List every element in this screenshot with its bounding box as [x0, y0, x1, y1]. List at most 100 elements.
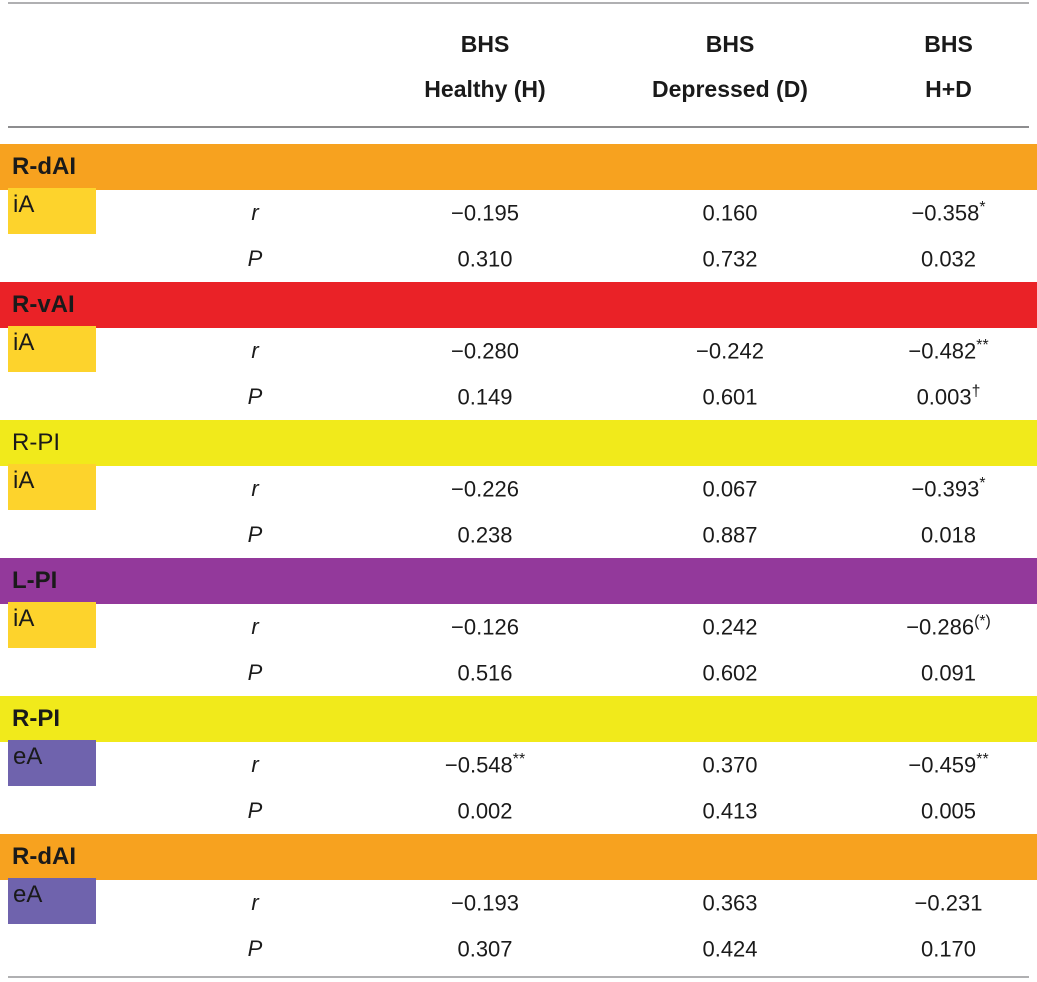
stat-label-p: P [247, 798, 263, 823]
seed-chip-ia: iA [8, 326, 96, 372]
value-cell: 0.602 [702, 660, 758, 686]
region-label: R-dAI [12, 153, 76, 180]
bottom-rule [8, 976, 1029, 978]
section-rows: iA r −0.126 0.242 −0.286(*) P 0.516 0.60… [0, 602, 1037, 696]
value-cell: 0.310 [457, 246, 513, 272]
region-label: R-dAI [12, 843, 76, 870]
value-cell: 0.887 [702, 522, 758, 548]
value-cell: −0.393* [911, 475, 986, 502]
p-row: P 0.149 0.601 0.003† [0, 374, 1037, 420]
region-label: R-PI [12, 705, 60, 732]
section-rows: eA r −0.548** 0.370 −0.459** P 0.002 0.4… [0, 740, 1037, 834]
table-header: BHS Healthy (H) BHS Depressed (D) BHS H+… [0, 4, 1037, 126]
value-cell: 0.091 [920, 660, 977, 686]
value-cell: 0.149 [457, 384, 513, 410]
section-rows: iA r −0.226 0.067 −0.393* P 0.238 0.887 … [0, 464, 1037, 558]
column-header-bhs-healthy: BHS Healthy (H) [370, 22, 600, 112]
stat-label-p: P [247, 660, 263, 685]
column-header-line2: Healthy (H) [424, 76, 546, 102]
section-rows: eA r −0.193 0.363 −0.231 P 0.307 0.424 0… [0, 878, 1037, 972]
section-r-vai-ia: R-vAI iA r −0.280 −0.242 −0.482** P 0.14… [0, 282, 1037, 420]
value-cell: −0.286(*) [906, 613, 991, 640]
value-cell: 0.732 [702, 246, 758, 272]
value-cell: 0.242 [702, 614, 758, 640]
stat-label-r: r [251, 890, 259, 915]
p-row: P 0.310 0.732 0.032 [0, 236, 1037, 282]
value-cell: 0.018 [920, 522, 977, 548]
value-cell: 0.170 [920, 936, 977, 962]
seed-chip-ia: iA [8, 602, 96, 648]
value-cell: −0.195 [451, 200, 519, 226]
value-cell: 0.601 [702, 384, 758, 410]
stat-label-r: r [251, 338, 259, 363]
value-cell: −0.459** [908, 751, 989, 778]
region-label: R-PI [12, 429, 60, 456]
significance-mark: ** [976, 337, 989, 355]
value-cell: 0.363 [702, 890, 758, 916]
value-cell: −0.231 [914, 890, 983, 916]
section-l-pi-ia: L-PI iA r −0.126 0.242 −0.286(*) P 0.516 [0, 558, 1037, 696]
region-band: R-dAI [0, 144, 1037, 190]
stat-label-p: P [247, 522, 263, 547]
value-cell: −0.126 [451, 614, 519, 640]
seed-chip-label: eA [13, 881, 43, 908]
region-band: R-PI [0, 420, 1037, 466]
seed-chip-ia: iA [8, 188, 96, 234]
seed-chip-ea: eA [8, 878, 96, 924]
significance-mark: * [979, 475, 986, 493]
column-header-line1: BHS [460, 31, 510, 57]
section-r-pi-ia: R-PI iA r −0.226 0.067 −0.393* P 0.238 [0, 420, 1037, 558]
column-header-line2: H+D [925, 76, 972, 102]
section-r-dai-ea: R-dAI eA r −0.193 0.363 −0.231 P 0.307 [0, 834, 1037, 972]
value-cell: 0.067 [702, 476, 758, 502]
seed-chip-label: iA [13, 467, 35, 494]
value-cell: 0.160 [702, 200, 758, 226]
table-body: R-dAI iA r −0.195 0.160 −0.358* P 0.310 [0, 144, 1037, 972]
p-row: P 0.002 0.413 0.005 [0, 788, 1037, 834]
region-band: L-PI [0, 558, 1037, 604]
significance-mark: ** [512, 751, 526, 769]
value-cell: 0.238 [457, 522, 513, 548]
value-cell: 0.002 [457, 798, 513, 824]
seed-chip-label: iA [13, 329, 35, 356]
value-cell: 0.032 [920, 246, 977, 272]
value-cell: −0.242 [696, 338, 764, 364]
seed-chip-ia: iA [8, 464, 96, 510]
value-cell: 0.307 [457, 936, 513, 962]
significance-mark: * [979, 199, 986, 217]
value-cell: 0.413 [702, 798, 758, 824]
value-cell: 0.003† [916, 383, 981, 410]
r-row: r −0.548** 0.370 −0.459** [0, 742, 1037, 788]
stat-label-r: r [251, 614, 259, 639]
stat-label-r: r [251, 476, 259, 501]
value-cell: −0.226 [451, 476, 519, 502]
header-spacer [140, 22, 370, 112]
r-row: r −0.226 0.067 −0.393* [0, 466, 1037, 512]
column-header-bhs-depressed: BHS Depressed (D) [600, 22, 860, 112]
stat-label-p: P [247, 384, 263, 409]
section-r-dai-ia: R-dAI iA r −0.195 0.160 −0.358* P 0.310 [0, 144, 1037, 282]
region-band: R-vAI [0, 282, 1037, 328]
stat-label-r: r [251, 200, 259, 225]
seed-chip-ea: eA [8, 740, 96, 786]
header-divider-rule [8, 126, 1029, 128]
seed-chip-label: iA [13, 191, 35, 218]
region-band: R-PI [0, 696, 1037, 742]
significance-mark: ** [976, 751, 989, 769]
stat-label-p: P [247, 246, 263, 271]
value-cell: −0.548** [444, 751, 526, 778]
value-cell: −0.482** [908, 337, 989, 364]
stat-label-p: P [247, 936, 263, 961]
column-header-line1: BHS [705, 31, 755, 57]
value-cell: −0.358* [911, 199, 986, 226]
column-header-line2: Depressed (D) [652, 76, 808, 102]
r-row: r −0.195 0.160 −0.358* [0, 190, 1037, 236]
region-label: L-PI [12, 567, 58, 594]
region-band: R-dAI [0, 834, 1037, 880]
r-row: r −0.126 0.242 −0.286(*) [0, 604, 1037, 650]
r-row: r −0.193 0.363 −0.231 [0, 880, 1037, 926]
value-cell: 0.005 [920, 798, 977, 824]
column-header-bhs-hd: BHS H+D [860, 22, 1037, 112]
r-row: r −0.280 −0.242 −0.482** [0, 328, 1037, 374]
section-rows: iA r −0.195 0.160 −0.358* P 0.310 0.732 … [0, 188, 1037, 282]
